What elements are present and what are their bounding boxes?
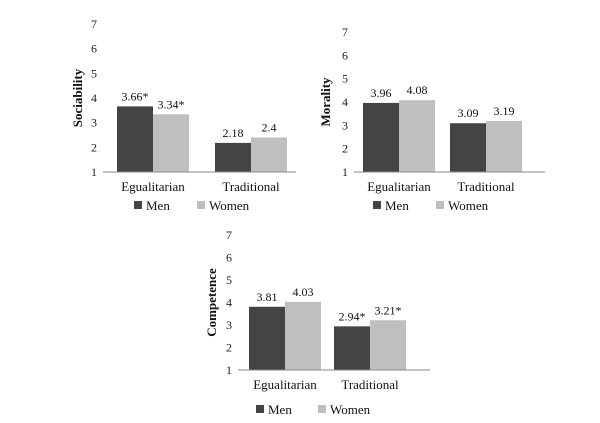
y-tick-label: 7 — [91, 17, 97, 31]
y-tick-label: 4 — [91, 91, 97, 105]
bar-men — [450, 123, 486, 172]
y-tick-label: 1 — [226, 363, 232, 377]
data-label: 2.94* — [339, 309, 366, 323]
y-tick-label: 4 — [226, 296, 232, 310]
y-tick-label: 3 — [226, 318, 232, 332]
legend-label-women: Women — [448, 198, 489, 213]
bar-women — [153, 114, 189, 172]
category-label: Traditional — [341, 377, 399, 392]
legend-swatch-women — [436, 201, 444, 209]
y-tick-label: 2 — [91, 140, 97, 154]
chart-panel-morality: 1 2 3 4 5 6 7 Morality 3.96 4.08 Egualitarian 3.09 3… — [318, 25, 545, 213]
bar-men — [363, 102, 399, 172]
data-label: 3.96 — [371, 86, 392, 100]
legend-label-men: Men — [268, 402, 292, 417]
bar-women — [486, 120, 522, 172]
data-label: 2.4 — [262, 120, 277, 134]
data-label: 2.18 — [223, 126, 244, 140]
legend-swatch-men — [373, 201, 381, 209]
data-label: 3.21* — [375, 303, 402, 317]
legend-label-women: Women — [330, 402, 371, 417]
y-tick-label: 1 — [342, 165, 348, 179]
y-axis-label: Sociability — [70, 68, 85, 127]
category-label: Egualitarian — [367, 179, 431, 194]
data-label: 3.19 — [494, 104, 515, 118]
y-tick-label: 3 — [342, 118, 348, 132]
data-label: 3.66* — [122, 89, 149, 103]
bar-men — [249, 306, 285, 370]
y-tick-label: 4 — [342, 95, 348, 109]
legend-swatch-women — [197, 201, 205, 209]
legend-swatch-men — [134, 201, 142, 209]
y-tick-label: 7 — [226, 228, 232, 242]
y-tick-label: 2 — [342, 142, 348, 156]
category-label: Traditional — [457, 179, 515, 194]
y-tick-label: 7 — [342, 25, 348, 39]
bar-men — [215, 142, 251, 172]
legend-label-men: Men — [385, 198, 409, 213]
y-tick-label: 6 — [91, 42, 97, 56]
bar-women — [370, 320, 406, 370]
data-label: 3.81 — [257, 290, 278, 304]
data-label: 4.03 — [293, 285, 314, 299]
y-tick-label: 2 — [226, 341, 232, 355]
category-label: Traditional — [222, 179, 280, 194]
bar-men — [334, 326, 370, 370]
category-label: Egualitarian — [253, 377, 317, 392]
y-tick-label: 5 — [91, 66, 97, 80]
data-label: 4.08 — [407, 83, 428, 97]
legend-swatch-women — [318, 405, 326, 413]
bar-women — [399, 100, 435, 172]
legend-label-men: Men — [146, 198, 170, 213]
data-label: 3.34* — [158, 97, 185, 111]
legend-label-women: Women — [209, 198, 250, 213]
y-axis-label: Competence — [204, 268, 219, 337]
bar-women — [251, 137, 287, 172]
y-tick-label: 1 — [91, 165, 97, 179]
y-tick-label: 5 — [342, 72, 348, 86]
y-tick-label: 6 — [342, 48, 348, 62]
category-label: Egualitarian — [121, 179, 185, 194]
y-axis-label: Morality — [318, 77, 333, 127]
chart-panel-sociability: 1 2 3 4 5 6 7 Sociability 3.66* 3.34* Egualitarian… — [70, 17, 296, 213]
bar-women — [285, 301, 321, 370]
data-label: 3.09 — [458, 106, 479, 120]
chart-panel-competence: 1 2 3 4 5 6 7 Competence 3.81 4.03 Egualitarian 2.9… — [204, 228, 430, 417]
y-tick-label: 6 — [226, 251, 232, 265]
bar-men — [117, 106, 153, 172]
y-tick-label: 3 — [91, 116, 97, 130]
legend-swatch-men — [256, 405, 264, 413]
y-tick-label: 5 — [226, 273, 232, 287]
